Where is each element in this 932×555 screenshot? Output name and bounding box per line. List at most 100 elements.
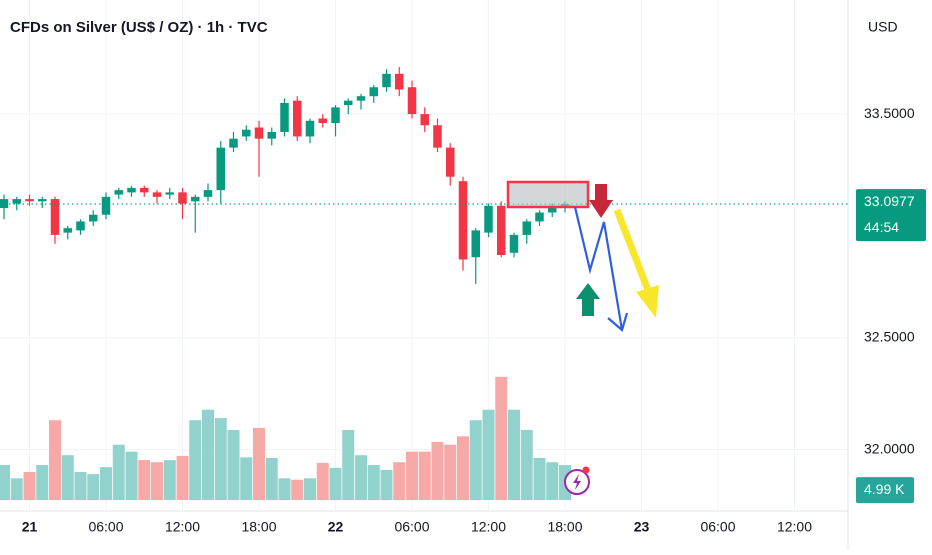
candle-body	[203, 190, 213, 197]
volume-bar	[0, 465, 10, 500]
volume-bar	[189, 420, 202, 500]
candle-body	[229, 138, 238, 148]
volume-bar	[138, 460, 151, 500]
candle-body	[254, 127, 264, 139]
candle-body	[497, 205, 506, 255]
down-arrow	[589, 184, 613, 218]
candle-body	[356, 96, 366, 101]
candle-body	[509, 234, 519, 253]
volume-bar	[367, 465, 380, 500]
volume-bar	[495, 376, 508, 500]
volume-bar	[265, 458, 278, 500]
candle-body	[152, 192, 162, 197]
axis-layer: 33.5000 32.5000 32.0000 21 06:00 12:00 18:00 22…	[22, 105, 926, 535]
event-dot	[582, 466, 590, 474]
volume-bar	[457, 436, 469, 500]
volume-bar	[342, 430, 355, 500]
x-tick-label: 12:00	[777, 519, 812, 535]
x-tick-label: 06:00	[88, 519, 123, 535]
candle-body	[331, 107, 340, 124]
candle-body	[458, 181, 468, 260]
volume-bar	[469, 420, 482, 500]
volume-bar	[151, 462, 163, 500]
volume-bar	[202, 409, 214, 500]
yellow-arrow-shaft	[613, 208, 652, 292]
candle-layer	[0, 67, 848, 285]
last-price-label: 33.0977	[864, 193, 915, 209]
chart-title: CFDs on Silver (US$ / OZ) · 1h · TVC	[10, 19, 268, 36]
volume-bar	[61, 455, 74, 500]
volume-bar	[533, 458, 546, 500]
candle-body	[535, 212, 544, 222]
volume-bar	[393, 462, 406, 500]
last-price-box	[856, 189, 926, 242]
candle-body	[178, 192, 187, 204]
candle-body	[318, 118, 327, 124]
x-tick-label: 21	[22, 519, 38, 535]
candle-body	[305, 120, 315, 137]
volume-bar	[291, 479, 304, 500]
zigzag-head	[607, 312, 629, 332]
x-tick-label: 18:00	[547, 519, 582, 535]
volume-bar	[125, 451, 138, 500]
candle-body	[127, 187, 136, 193]
countdown: 44:54	[864, 219, 899, 235]
volume-bar	[329, 467, 342, 500]
candle-body	[548, 205, 557, 213]
candle-body	[522, 221, 531, 235]
candle-body	[280, 102, 289, 132]
volume-bar	[49, 420, 61, 500]
up-arrow	[576, 283, 600, 316]
volume-bar	[227, 430, 240, 500]
volume-label-box	[856, 477, 914, 504]
candle-body	[89, 214, 98, 222]
volume-bar	[406, 451, 418, 500]
volume-layer	[0, 376, 571, 500]
candle-body	[395, 73, 404, 90]
candle-body	[293, 100, 302, 137]
volume-bar	[176, 455, 189, 500]
volume-bar	[100, 467, 112, 500]
volume-bar	[23, 472, 36, 500]
candle-body	[25, 199, 34, 202]
volume-bar	[10, 478, 23, 500]
candle-body	[101, 196, 111, 215]
candle-body	[433, 125, 442, 148]
candle-body	[63, 228, 72, 233]
volume-bar	[431, 441, 444, 500]
candle-body	[216, 147, 225, 191]
candle-body	[407, 87, 417, 115]
candle-body	[114, 190, 123, 195]
candle-body	[12, 199, 21, 204]
volume-bar	[355, 455, 367, 500]
volume-bar	[74, 472, 87, 500]
volume-bar	[36, 465, 49, 500]
candle-body	[344, 100, 353, 106]
zigzag-path	[573, 206, 624, 331]
candle-body	[484, 205, 493, 233]
volume-bar	[520, 430, 533, 500]
candle-body	[420, 114, 429, 126]
y-tick-label: 32.5000	[864, 328, 915, 344]
candle-body	[38, 199, 47, 202]
zone-box	[506, 180, 590, 209]
currency: USD	[868, 19, 898, 35]
x-tick-label: 06:00	[394, 519, 429, 535]
volume-bar	[304, 478, 316, 500]
volume-bar	[163, 460, 176, 500]
x-tick-label: 22	[328, 519, 344, 535]
y-tick-label: 33.5000	[864, 105, 915, 121]
candle-body	[0, 199, 9, 209]
volume-bar	[508, 409, 520, 500]
volume-bar	[418, 451, 431, 500]
yellow-arrow-head	[636, 285, 659, 318]
x-tick-label: 23	[634, 519, 650, 535]
volume-bar	[214, 418, 227, 500]
volume-bar	[316, 462, 329, 500]
volume-bar	[482, 409, 495, 500]
volume-bar	[278, 478, 291, 500]
candle-body	[191, 196, 200, 202]
x-tick-label: 06:00	[700, 519, 735, 535]
volume-bar	[253, 427, 265, 500]
